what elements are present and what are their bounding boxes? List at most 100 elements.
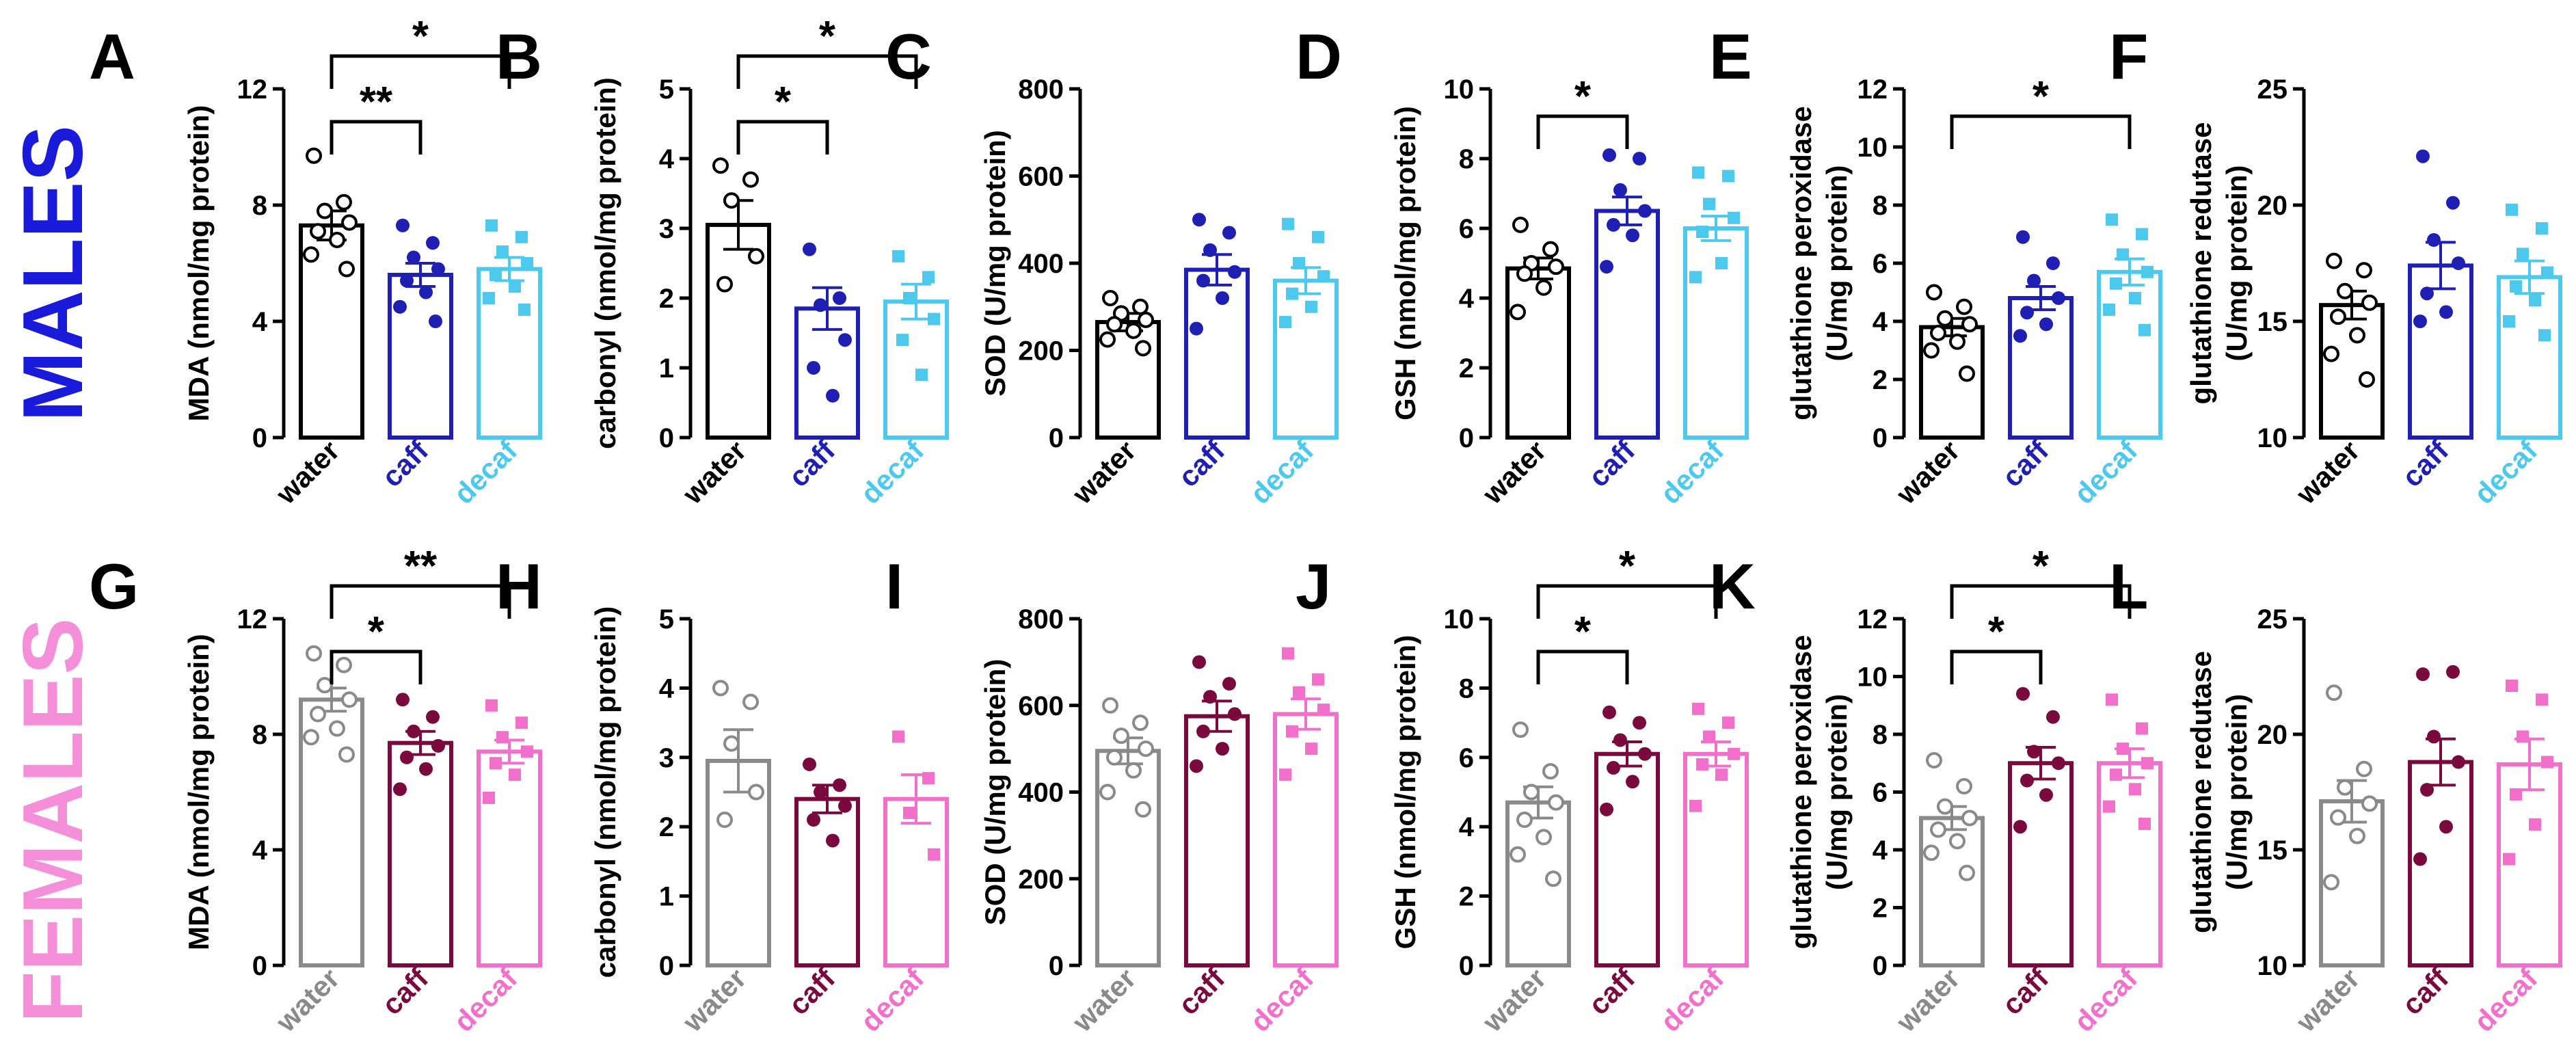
y-tick-label-g-3: 12 <box>237 604 268 634</box>
point-b-1-5 <box>826 388 840 403</box>
y-axis-label-d: GSH (nmol/mg protein) <box>1389 106 1421 420</box>
point-j-2-5 <box>1715 768 1728 781</box>
point-a-2-3 <box>521 257 533 269</box>
y-tick-label-c-3: 600 <box>1018 162 1064 192</box>
point-k-0-7 <box>1959 864 1975 881</box>
point-k-2-3 <box>2141 757 2154 770</box>
point-a-1-4 <box>400 273 414 288</box>
y-tick-label-a-2: 8 <box>252 191 267 221</box>
significance-label-b-1: * <box>775 79 792 126</box>
y-tick-label-e-0: 0 <box>1873 423 1888 453</box>
point-a-1-2 <box>407 250 420 265</box>
bar-j-water <box>1505 800 1571 967</box>
point-f-0-7 <box>2359 371 2375 388</box>
point-c-1-4 <box>1196 273 1210 288</box>
category-label-j-1: caff <box>1582 961 1641 1021</box>
panel-letter-j: J <box>1296 550 1331 622</box>
panel-a: A 0 4 8 12 MDA (nmol/mg protein) water caff deca… <box>89 13 542 511</box>
y-axis-label-l-1: (U/mg protein) <box>2221 694 2253 890</box>
point-g-1-1 <box>426 710 440 724</box>
point-h-0-4 <box>716 812 733 829</box>
significance-bracket-k-1 <box>1950 650 2043 684</box>
point-l-0-1 <box>2356 760 2372 777</box>
y-axis-label-a: MDA (nmol/mg protein) <box>183 105 215 422</box>
point-b-0-1 <box>742 171 759 188</box>
point-d-2-5 <box>1715 257 1728 269</box>
point-a-2-5 <box>509 280 521 293</box>
point-b-2-5 <box>915 369 928 382</box>
category-label-e-2: decaf <box>2068 433 2145 510</box>
point-g-0-1 <box>336 656 352 673</box>
point-i-0-6 <box>1099 784 1116 801</box>
point-e-2-6 <box>2103 304 2115 316</box>
category-label-d-0: water <box>1476 434 1553 511</box>
point-j-0-0 <box>1512 721 1529 738</box>
point-a-0-0 <box>306 147 322 164</box>
point-a-0-1 <box>336 193 352 211</box>
point-f-0-1 <box>2356 262 2372 279</box>
y-tick-label-k-5: 10 <box>1857 663 1888 693</box>
point-k-1-2 <box>2027 745 2041 759</box>
point-f-2-4 <box>2510 280 2522 293</box>
significance-bracket-a-1 <box>330 120 422 155</box>
point-l-1-0 <box>2416 667 2430 682</box>
point-e-0-7 <box>1959 365 1975 382</box>
point-g-2-1 <box>515 717 528 730</box>
point-g-2-0 <box>485 699 498 712</box>
point-b-0-0 <box>712 157 729 174</box>
point-j-0-4 <box>1516 812 1533 829</box>
point-i-2-0 <box>1282 647 1294 660</box>
y-tick-label-d-4: 8 <box>1459 144 1474 174</box>
point-a-0-5 <box>329 232 345 248</box>
point-h-1-1 <box>833 778 846 792</box>
category-label-l-0: water <box>2290 962 2366 1039</box>
panel-e: E 0 2 4 6 8 10 12 glutathione peroxidase (U/mg pr… <box>1709 21 2162 511</box>
point-e-1-2 <box>2027 273 2041 288</box>
point-j-1-5 <box>1626 775 1639 789</box>
panel-letter-h: H <box>496 550 542 622</box>
point-k-0-5 <box>1949 833 1965 850</box>
significance-label-e-0: * <box>2032 73 2050 120</box>
y-axis-label-f-0: glutathione redutase <box>2185 122 2217 404</box>
point-j-1-0 <box>1602 705 1616 719</box>
point-e-1-6 <box>2013 329 2027 343</box>
point-h-1-4 <box>807 813 820 827</box>
point-i-0-5 <box>1125 762 1142 779</box>
point-l-2-3 <box>2541 755 2553 768</box>
y-tick-label-j-4: 8 <box>1459 673 1474 704</box>
point-c-1-2 <box>1203 243 1217 257</box>
point-b-1-4 <box>807 361 820 375</box>
point-c-0-0 <box>1102 290 1118 306</box>
point-i-0-1 <box>1132 714 1149 732</box>
point-k-0-2 <box>1937 798 1953 815</box>
y-axis-label-f-1: (U/mg protein) <box>2221 165 2253 362</box>
y-tick-label-b-4: 4 <box>659 144 675 174</box>
point-i-0-0 <box>1102 697 1118 714</box>
point-g-0-6 <box>303 729 319 746</box>
category-label-d-2: decaf <box>1654 433 1731 510</box>
category-label-f-2: decaf <box>2468 433 2545 510</box>
point-d-2-0 <box>1692 166 1704 179</box>
point-h-1-5 <box>826 833 840 848</box>
panel-f: F 10 15 20 25 glutathione redutase (U/mg prote… <box>2109 21 2562 511</box>
point-h-2-0 <box>892 730 904 743</box>
bar-d-water <box>1505 266 1571 440</box>
point-a-1-5 <box>419 285 433 299</box>
category-label-e-1: caff <box>1996 433 2055 493</box>
panel-j: J 0 2 4 6 8 10 GSH (nmol/mg protein) water caff de… <box>1296 543 1749 1039</box>
point-b-1-2 <box>814 298 827 312</box>
point-a-0-2 <box>317 202 333 219</box>
significance-label-a-1: ** <box>360 79 393 126</box>
point-g-2-6 <box>483 791 495 804</box>
point-h-2-1 <box>922 772 935 785</box>
point-e-0-0 <box>1926 284 1942 301</box>
point-a-0-3 <box>341 214 358 231</box>
category-label-f-0: water <box>2290 434 2366 511</box>
significance-label-j-0: * <box>1619 543 1636 590</box>
category-label-f-1: caff <box>2396 433 2455 493</box>
point-j-0-7 <box>1545 870 1561 887</box>
panel-letter-k: K <box>1709 550 1756 622</box>
